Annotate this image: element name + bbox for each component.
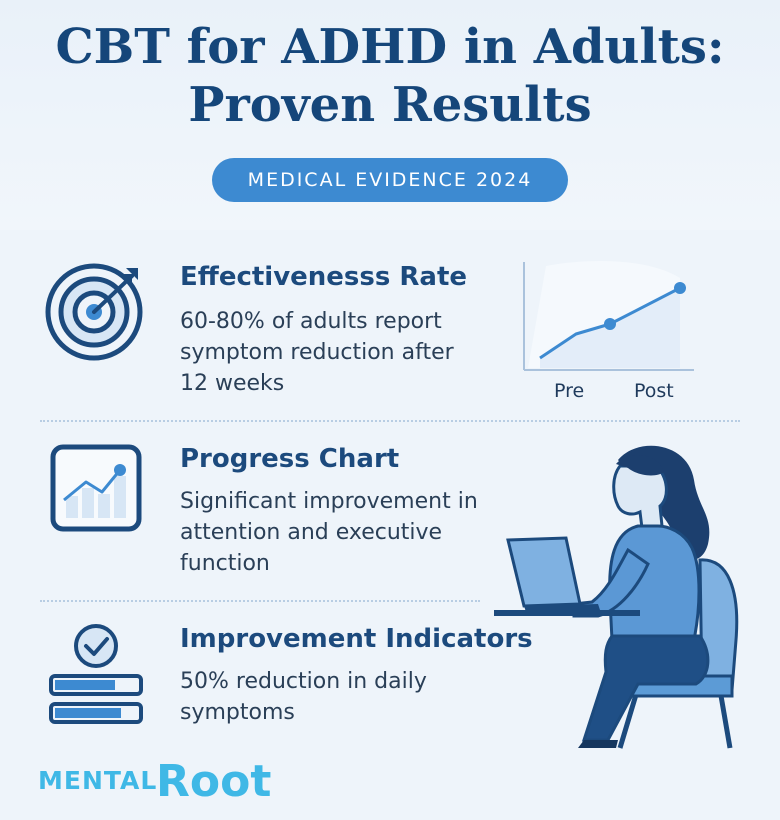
divider [40, 600, 480, 602]
logo-text-root: Root [156, 756, 272, 807]
mini-line-chart [523, 261, 694, 371]
title-line-1: CBT for ADHD in Adults: [55, 19, 725, 75]
title-line-2: Proven Results [188, 77, 592, 133]
desc-line: Significant improvement in [180, 489, 478, 514]
tick-label-post: Post [634, 380, 674, 402]
target-icon [45, 263, 143, 361]
section-desc-progress: Significant improvement in attention and… [180, 486, 478, 579]
logo-text-mental: MENTAL [38, 766, 158, 795]
progress-chart-icon [50, 444, 142, 532]
chart-point [674, 282, 686, 294]
desc-line: symptoms [180, 700, 295, 725]
desc-line: 50% reduction in daily [180, 669, 427, 694]
desc-line: 60-80% of adults report [180, 309, 442, 334]
desc-line: 12 weeks [180, 371, 285, 396]
section-title-effectiveness: Effectivenesss Rate [180, 262, 468, 292]
desc-line: attention and executive [180, 520, 443, 545]
section-desc-effectiveness: 60-80% of adults report symptom reductio… [180, 306, 454, 399]
chart-point [604, 318, 616, 330]
chart-series-line [539, 286, 681, 360]
checklist-icon [49, 624, 143, 724]
desc-line: function [180, 551, 270, 576]
section-title-progress: Progress Chart [180, 444, 400, 474]
page-title: CBT for ADHD in Adults: Proven Results [0, 18, 780, 134]
divider [40, 420, 740, 422]
evidence-badge: MEDICAL EVIDENCE 2024 [212, 158, 568, 202]
desc-line: symptom reduction after [180, 340, 454, 365]
section-title-improvement: Improvement Indicators [180, 624, 533, 654]
tick-label-pre: Pre [554, 380, 585, 402]
section-desc-improvement: 50% reduction in daily symptoms [180, 666, 427, 728]
woman-laptop-illustration [494, 445, 739, 749]
